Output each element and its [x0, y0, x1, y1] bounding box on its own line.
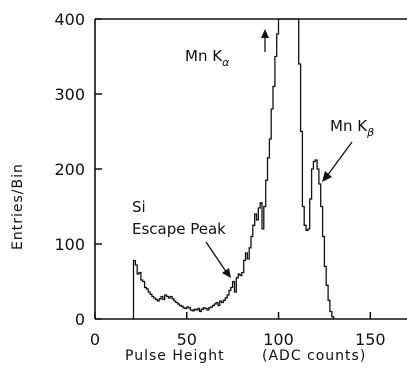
y-tick-label: 0 [75, 310, 85, 329]
annotation-mn-k-beta-arrowhead [322, 171, 332, 182]
y-tick-label: 300 [54, 85, 85, 104]
x-axis-unit-label: (ADC counts) [262, 348, 366, 364]
annotation-mn-k-alpha-arrowhead [261, 29, 269, 38]
tick-labels: 0 50 100 150 0 100 200 300 400 [54, 10, 385, 349]
y-tick-label: 400 [54, 10, 85, 29]
annotation-mn-k-beta-arrow [326, 141, 353, 177]
annotation-escape-peak-text: Escape Peak [132, 220, 226, 238]
x-tick-label: 50 [177, 330, 197, 349]
annotation-si-text: Si [132, 198, 146, 216]
annotation-si-escape: Si Escape Peak [132, 198, 231, 278]
x-axis-label: Pulse Height [125, 348, 225, 364]
annotation-mn-k-alpha: Mn Kα [185, 29, 269, 69]
x-tick-label: 100 [263, 330, 294, 349]
x-tick-label: 150 [355, 330, 386, 349]
annotation-mn-k-beta: Mn Kβ [322, 117, 374, 182]
y-tick-label: 200 [54, 160, 85, 179]
annotation-mn-k-alpha-text: Mn Kα [185, 47, 230, 69]
series-line [131, 18, 335, 320]
y-axis-label: Entries/Bin [10, 163, 26, 250]
plot-frame [94, 18, 407, 320]
tick-group [94, 18, 372, 320]
annotation-si-escape-arrow [205, 241, 228, 274]
annotation-mn-k-beta-text: Mn Kβ [330, 117, 374, 139]
x-tick-label: 0 [90, 330, 100, 349]
annotation-si-escape-arrowhead [222, 268, 231, 278]
y-tick-label: 100 [54, 235, 85, 254]
